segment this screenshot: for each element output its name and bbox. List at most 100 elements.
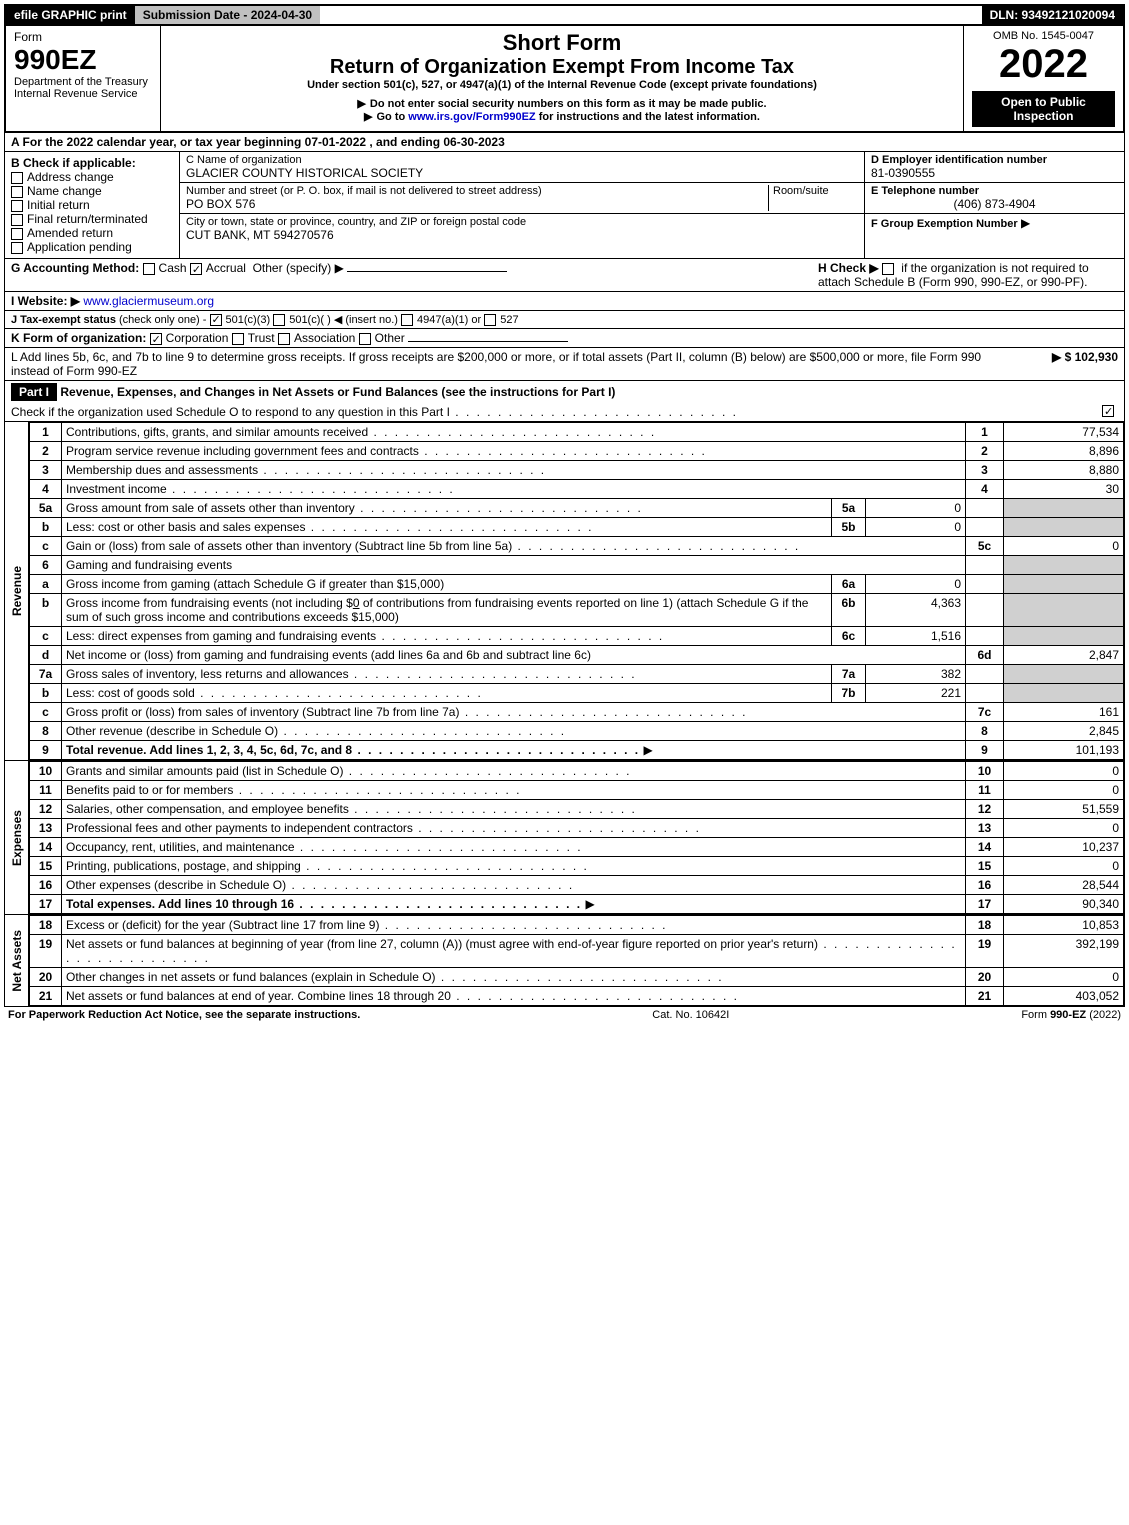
line-box: 8	[966, 722, 1004, 741]
k-assoc: Association	[294, 331, 355, 345]
line-5a: 5aGross amount from sale of assets other…	[30, 499, 1124, 518]
line-text: Benefits paid to or for members	[62, 781, 966, 800]
b-opt-label: Address change	[27, 170, 114, 184]
checkbox-icon[interactable]	[882, 263, 894, 275]
b-opt-label: Final return/terminated	[27, 212, 148, 226]
col-b: B Check if applicable: Address change Na…	[5, 152, 180, 258]
form-number: 990EZ	[14, 44, 152, 76]
checkbox-icon[interactable]	[401, 314, 413, 326]
line-15: 15Printing, publications, postage, and s…	[30, 857, 1124, 876]
shaded-cell	[1004, 499, 1124, 518]
line-9: 9 Total revenue. Add lines 1, 2, 3, 4, 5c…	[30, 741, 1124, 760]
line-box: 17	[966, 895, 1004, 914]
checkbox-icon[interactable]	[232, 333, 244, 345]
checkbox-icon[interactable]	[11, 242, 23, 254]
sub-amt: 4,363	[866, 594, 966, 627]
checkbox-icon[interactable]	[143, 263, 155, 275]
shaded-cell	[1004, 575, 1124, 594]
j-opt3: 4947(a)(1) or	[417, 314, 481, 326]
line-text: Occupancy, rent, utilities, and maintena…	[62, 838, 966, 857]
sub-amt: 382	[866, 665, 966, 684]
line-19: 19Net assets or fund balances at beginni…	[30, 935, 1124, 968]
line-num: 15	[30, 857, 62, 876]
sub-box: 5a	[832, 499, 866, 518]
checkbox-icon[interactable]	[150, 333, 162, 345]
line-5c: cGain or (loss) from sale of assets othe…	[30, 537, 1124, 556]
sub-box: 6c	[832, 627, 866, 646]
checkbox-icon[interactable]	[11, 214, 23, 226]
checkbox-icon[interactable]	[11, 228, 23, 240]
checkbox-icon[interactable]	[11, 172, 23, 184]
line-box: 19	[966, 935, 1004, 968]
line-text: Net assets or fund balances at end of ye…	[62, 987, 966, 1006]
sub-amt: 221	[866, 684, 966, 703]
irs-link[interactable]: www.irs.gov/Form990EZ	[408, 111, 535, 123]
line-amt: 0	[1004, 857, 1124, 876]
netassets-table: 18Excess or (deficit) for the year (Subt…	[29, 915, 1124, 1006]
submission-date: Submission Date - 2024-04-30	[135, 6, 320, 24]
line-16: 16Other expenses (describe in Schedule O…	[30, 876, 1124, 895]
checkbox-icon[interactable]	[278, 333, 290, 345]
arrow-icon: ▶	[644, 743, 653, 757]
phone-value: (406) 873-4904	[871, 197, 1118, 211]
expenses-table: 10Grants and similar amounts paid (list …	[29, 761, 1124, 914]
section-k: K Form of organization: Corporation Trus…	[4, 329, 1125, 348]
checkbox-icon[interactable]	[11, 200, 23, 212]
checkbox-icon[interactable]	[359, 333, 371, 345]
shaded-cell	[1004, 556, 1124, 575]
line-text: Membership dues and assessments	[62, 461, 966, 480]
section-l: L Add lines 5b, 6c, and 7b to line 9 to …	[4, 348, 1125, 381]
line-num: a	[30, 575, 62, 594]
line-text: Less: direct expenses from gaming and fu…	[62, 627, 832, 646]
shaded-cell	[966, 575, 1004, 594]
checkbox-icon[interactable]	[210, 314, 222, 326]
line-num: 12	[30, 800, 62, 819]
line-text: Investment income	[62, 480, 966, 499]
line-1: 1Contributions, gifts, grants, and simil…	[30, 423, 1124, 442]
shaded-cell	[1004, 627, 1124, 646]
j-opt4: 527	[500, 314, 518, 326]
line-num: 11	[30, 781, 62, 800]
line-7a: 7aGross sales of inventory, less returns…	[30, 665, 1124, 684]
line-5b: bLess: cost or other basis and sales exp…	[30, 518, 1124, 537]
omb-number: OMB No. 1545-0047	[972, 30, 1115, 42]
b-opt-address: Address change	[11, 170, 173, 184]
l9-text: Total revenue. Add lines 1, 2, 3, 4, 5c,…	[66, 743, 640, 757]
line-text: Program service revenue including govern…	[62, 442, 966, 461]
sub-amt: 0	[866, 518, 966, 537]
col-c: C Name of organization GLACIER COUNTY HI…	[180, 152, 864, 258]
website-link[interactable]: www.glaciermuseum.org	[83, 294, 214, 308]
checkbox-icon[interactable]	[11, 186, 23, 198]
line-num: 2	[30, 442, 62, 461]
g-row: G Accounting Method: Cash Accrual Other …	[11, 261, 818, 289]
checkbox-icon[interactable]	[484, 314, 496, 326]
netassets-label: Net Assets	[5, 915, 29, 1006]
line-text: Contributions, gifts, grants, and simila…	[62, 423, 966, 442]
part-i-header: Part I Revenue, Expenses, and Changes in…	[4, 381, 1125, 422]
line-num: 17	[30, 895, 62, 914]
shaded-cell	[966, 594, 1004, 627]
shaded-cell	[966, 627, 1004, 646]
line-text: Printing, publications, postage, and shi…	[62, 857, 966, 876]
line-box: 4	[966, 480, 1004, 499]
top-bar: efile GRAPHIC print Submission Date - 20…	[4, 4, 1125, 26]
tax-year: 2022	[972, 42, 1115, 87]
checkbox-icon[interactable]	[1102, 405, 1114, 417]
line-num: 14	[30, 838, 62, 857]
l-amount: ▶ $ 102,930	[998, 350, 1118, 378]
checkbox-icon[interactable]	[273, 314, 285, 326]
note-ssn: Do not enter social security numbers on …	[169, 97, 955, 110]
checkbox-icon[interactable]	[190, 263, 202, 275]
line-20: 20Other changes in net assets or fund ba…	[30, 968, 1124, 987]
line-amt: 0	[1004, 781, 1124, 800]
c-city-label: City or town, state or province, country…	[186, 216, 858, 228]
line-box: 13	[966, 819, 1004, 838]
g-label: G Accounting Method:	[11, 261, 139, 275]
line-num: 9	[30, 741, 62, 760]
g-cash: Cash	[159, 261, 187, 275]
line-num: b	[30, 518, 62, 537]
i-label: I Website: ▶	[11, 294, 80, 308]
org-city: CUT BANK, MT 594270576	[186, 228, 858, 242]
line-text: Gaming and fundraising events	[62, 556, 966, 575]
k-other: Other	[375, 331, 405, 345]
